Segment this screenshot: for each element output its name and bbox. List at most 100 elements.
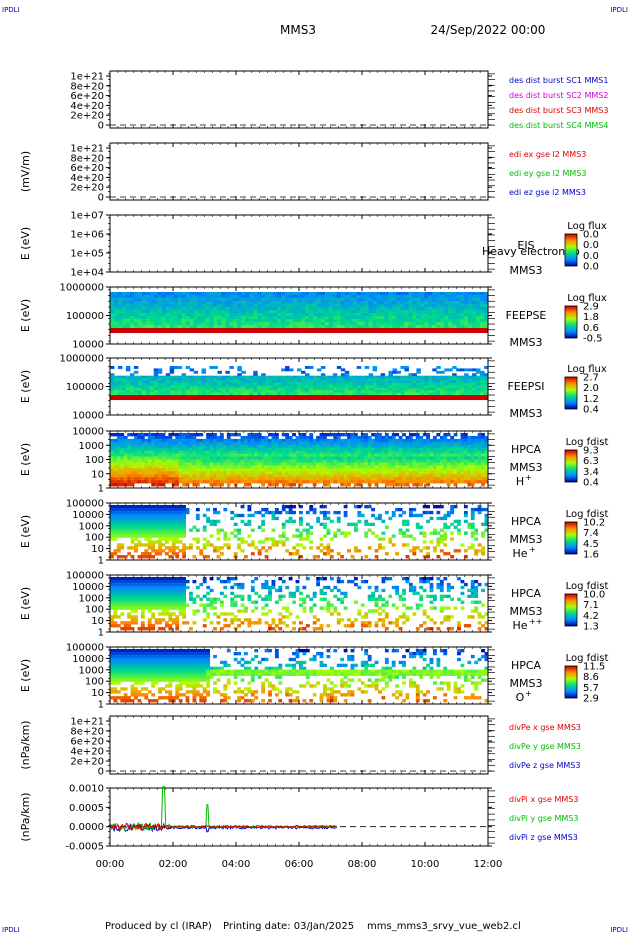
spectrogram-cell [353, 456, 358, 460]
spectrogram-cell [193, 295, 199, 299]
spectrogram-cell [484, 519, 489, 524]
spectrogram-cell [371, 438, 375, 443]
spectrogram-cell [164, 537, 169, 541]
spectrogram-cell [110, 295, 115, 299]
spectrogram-cell [440, 313, 445, 317]
spectrogram-cell [374, 450, 379, 455]
spectrogram-cell [189, 387, 195, 391]
spectrogram-cell [457, 444, 461, 449]
spectrogram-cell [433, 441, 437, 446]
spectrogram-cell [116, 450, 121, 455]
spectrogram-cell [424, 375, 429, 379]
spectrogram-cell [381, 546, 386, 550]
spectrogram-cell [261, 438, 266, 443]
spectrogram-cell [356, 298, 362, 302]
spectrogram-cell [426, 462, 430, 466]
spectrogram-cell [161, 534, 166, 538]
spectrogram-cell [408, 456, 413, 460]
spectrogram-cell [304, 310, 310, 314]
spectrogram-cell [388, 459, 393, 463]
spectrogram-cell [309, 505, 314, 509]
spectrogram-cell [157, 313, 163, 317]
spectrogram-cell [426, 450, 430, 455]
spectrogram-cell [412, 313, 417, 317]
spectrogram-cell [404, 322, 409, 326]
spectrogram-cell [480, 370, 485, 374]
spectrogram-cell [347, 435, 351, 440]
spectrogram-cell [178, 534, 183, 538]
spectrogram-cell [329, 444, 334, 449]
spectrogram-cell [405, 438, 410, 443]
spectrogram-cell [164, 456, 169, 460]
spectrogram-cell [332, 382, 338, 386]
spectrogram-cell [460, 444, 465, 449]
spectrogram-cell [381, 531, 386, 535]
spectrogram-cell [182, 552, 186, 556]
spectrogram-cell [352, 387, 358, 391]
spectrogram-cell [460, 304, 465, 308]
spectrogram-cell [480, 319, 485, 323]
spectrogram-cell [424, 385, 429, 389]
spectrogram-cell [161, 304, 167, 308]
spectrogram-cell [380, 380, 386, 384]
colorbar-tick-label: 3.4 [583, 467, 599, 478]
spectrogram-cell [484, 316, 489, 320]
spectrogram-cell [202, 525, 207, 529]
spectrogram-cell [149, 387, 155, 391]
spectrogram-cell [347, 531, 351, 535]
spectrogram-cell [408, 382, 413, 386]
spectrogram-cell [223, 477, 228, 481]
spectrogram-cell [206, 474, 211, 478]
spectrogram-cell [360, 459, 365, 463]
spectrogram-cell [173, 295, 179, 299]
spectrogram-cell [374, 480, 379, 484]
spectrogram-cell [158, 534, 162, 538]
spectrogram-cell [312, 392, 318, 396]
spectrogram-cell [388, 378, 394, 382]
spectrogram-cell [264, 435, 269, 440]
spectrogram-cell [265, 380, 270, 384]
spectrogram-cell [164, 480, 169, 484]
spectrogram-cell [340, 387, 346, 391]
spectrogram-cell [436, 325, 441, 329]
spectrogram-cell [233, 392, 238, 396]
spectrogram-cell [396, 316, 401, 320]
spectrogram-cell [197, 375, 203, 379]
spectrogram-cell [412, 310, 417, 314]
spectrogram-cell [432, 378, 437, 382]
spectrogram-cell [457, 477, 461, 481]
spectrogram-cell [271, 480, 276, 484]
spectrogram-cell [271, 444, 276, 449]
spectrogram-cell [123, 456, 128, 460]
spectrogram-cell [352, 298, 358, 302]
spectrogram-cell [320, 375, 326, 379]
spectrogram-cell [308, 382, 314, 386]
spectrogram-cell [244, 474, 248, 478]
spectrogram-cell [481, 507, 485, 512]
spectrogram-cell [192, 447, 197, 452]
spectrogram-cell [416, 387, 421, 391]
spectrogram-cell [292, 510, 296, 515]
spectrogram-cell [241, 298, 246, 302]
spectrogram-cell [340, 433, 345, 437]
spectrogram-cell [432, 307, 437, 311]
species-label: H [516, 475, 524, 488]
spectrogram-cell [233, 325, 238, 329]
spectrogram-cell [113, 513, 118, 518]
spectrogram-cell [309, 525, 314, 529]
spectrogram-cell [374, 438, 379, 443]
spectrogram-cell [121, 292, 127, 296]
spectrogram-cell [117, 298, 123, 302]
spectrogram-cell [182, 480, 186, 484]
spectrogram-cell [168, 433, 173, 437]
spectrogram-cell [376, 316, 382, 320]
spectrogram-cell [480, 373, 485, 377]
spectrogram-cell [336, 465, 341, 469]
spectrogram-cell [189, 390, 195, 394]
spectrogram-cell [376, 392, 382, 396]
spectrogram-cell [448, 304, 453, 308]
spectrogram-cell [316, 477, 321, 481]
spectrogram-cell [209, 519, 214, 524]
spectrogram-cell [253, 316, 258, 320]
spectrogram-cell [392, 385, 397, 389]
